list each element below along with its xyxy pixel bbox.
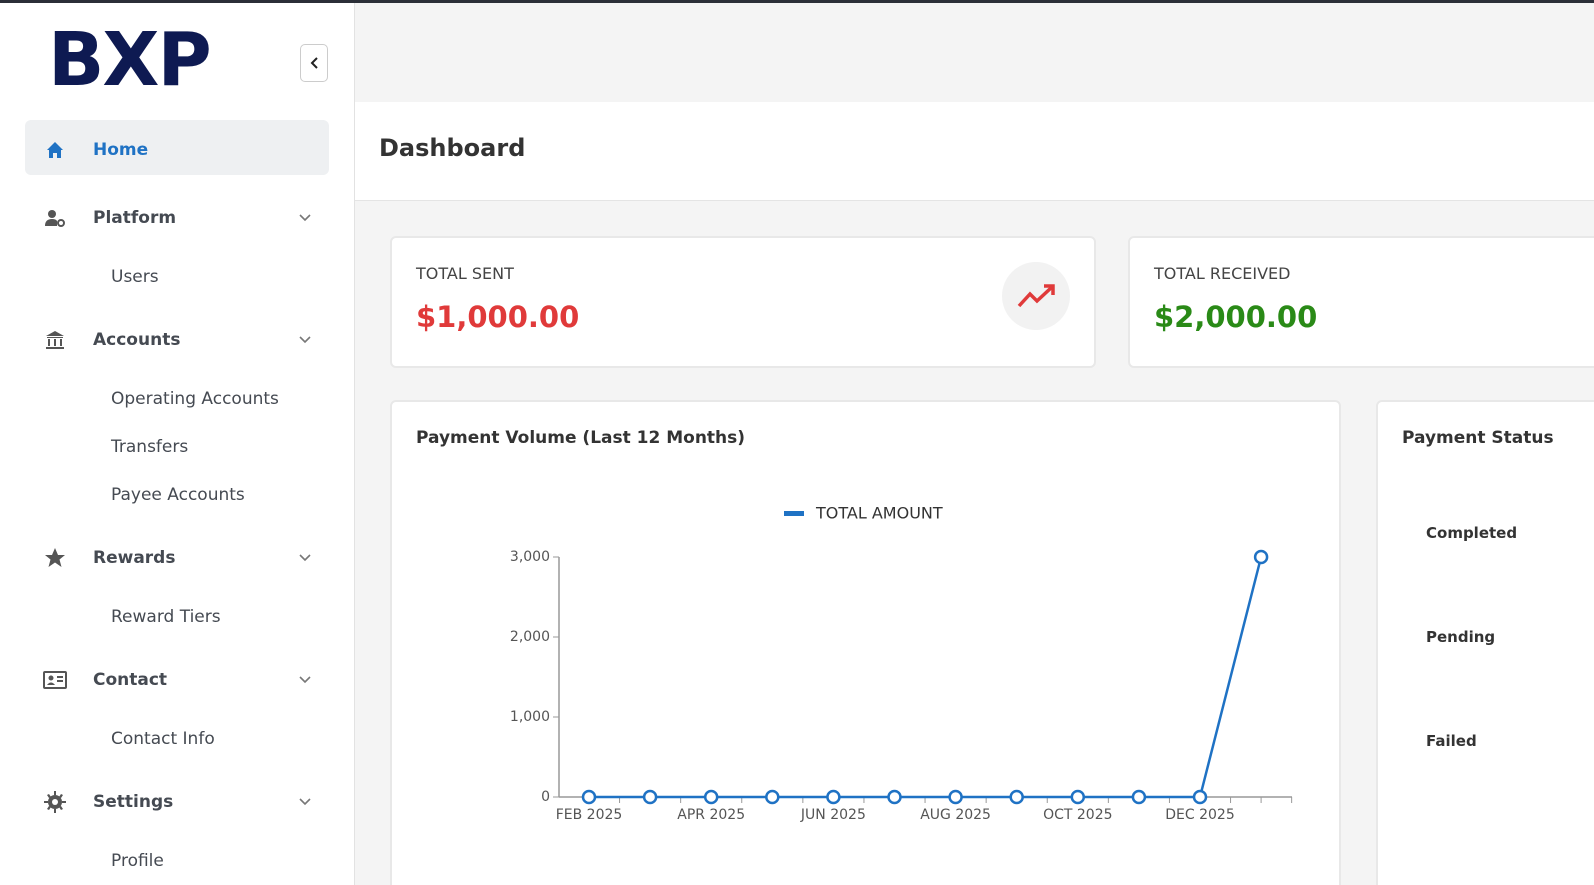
collapse-button[interactable]	[300, 44, 328, 82]
point	[826, 789, 841, 805]
nav-item[interactable]: Platform	[93, 208, 177, 228]
status-label: Completed	[1426, 524, 1518, 542]
nav-subitem[interactable]: Profile	[111, 851, 164, 871]
point	[1070, 789, 1086, 805]
stat-label: TOTAL SENT	[416, 264, 514, 283]
chevron-down	[299, 554, 311, 562]
status-title: Payment Status	[1402, 428, 1554, 448]
stat-value: $1,000.00	[416, 300, 580, 334]
point	[1253, 549, 1269, 565]
nav-icon	[45, 210, 65, 227]
nav-subitem[interactable]: Contact Info	[111, 729, 215, 749]
chevron-down	[299, 676, 311, 684]
x-tick-label: JUN 2025	[800, 807, 866, 823]
chevron-down	[299, 336, 311, 344]
nav-icon	[45, 548, 65, 567]
trend-icon	[1002, 262, 1070, 330]
x-tick-label: OCT 2025	[1043, 807, 1112, 823]
point	[765, 789, 780, 805]
x-tick-label: DEC 2025	[1165, 807, 1234, 823]
point	[581, 789, 597, 805]
x-tick-label: FEB 2025	[556, 807, 623, 823]
nav-icon	[43, 671, 67, 689]
point	[948, 789, 963, 805]
sidebar: BXP Home Platform Users Accounts Operating A…	[0, 3, 355, 885]
nav-subitem[interactable]: Transfers	[111, 437, 189, 457]
chart-title: Payment Volume (Last 12 Months)	[416, 428, 746, 448]
nav-subitem[interactable]: Operating Accounts	[111, 389, 279, 409]
nav-icon	[44, 791, 66, 813]
point	[642, 789, 658, 805]
x-tick-label: APR 2025	[677, 807, 745, 823]
nav-icon	[47, 142, 63, 158]
y-tick-label: 2,000	[510, 629, 550, 645]
point	[887, 789, 902, 805]
nav-subitem[interactable]: Payee Accounts	[111, 485, 245, 505]
stat-card: TOTAL RECEIVED $2,000.00	[1128, 236, 1594, 368]
point	[1131, 789, 1147, 805]
chevron-down	[299, 214, 311, 222]
chart: 0 1,000 2,000 3,000 FEB 2025 APR 2025 JUN 2025…	[510, 504, 1293, 823]
y-tick-label: 3,000	[510, 549, 550, 565]
stat-value: $2,000.00	[1154, 300, 1318, 334]
legend-label: TOTAL AMOUNT	[815, 504, 943, 523]
active-nav-background	[25, 120, 329, 175]
stat-label: TOTAL RECEIVED	[1154, 264, 1291, 283]
header: Dashboard	[355, 102, 1594, 201]
y-tick-label: 1,000	[510, 709, 550, 725]
line	[589, 556, 1263, 799]
point	[1009, 789, 1024, 805]
point	[703, 789, 719, 805]
x-tick-label: AUG 2025	[920, 807, 991, 823]
nav-item[interactable]: Rewards	[93, 548, 176, 568]
nav-subitem[interactable]: Reward Tiers	[111, 607, 221, 627]
status-label: Failed	[1426, 732, 1477, 750]
nav-item[interactable]: Contact	[93, 670, 168, 690]
nav-item[interactable]: Accounts	[93, 330, 181, 350]
y-tick-label: 0	[541, 789, 550, 805]
legend-swatch	[784, 511, 804, 516]
page-title: Dashboard	[379, 134, 526, 162]
point	[1192, 789, 1208, 805]
nav-subitem[interactable]: Users	[111, 267, 159, 287]
nav-item[interactable]: Settings	[93, 792, 174, 812]
nav-item[interactable]: Home	[93, 140, 149, 160]
status-label: Pending	[1426, 628, 1496, 646]
status-card: Payment Status Completed Pending Failed	[1376, 400, 1594, 885]
stat-card: TOTAL SENT $1,000.00	[390, 236, 1096, 368]
chevron-down	[299, 798, 311, 806]
chevron-icon	[310, 57, 318, 69]
logo: BXP	[48, 17, 212, 103]
chart-card: Payment Volume (Last 12 Months) 0 1,000 2,…	[390, 400, 1341, 885]
nav-icon	[46, 331, 64, 349]
